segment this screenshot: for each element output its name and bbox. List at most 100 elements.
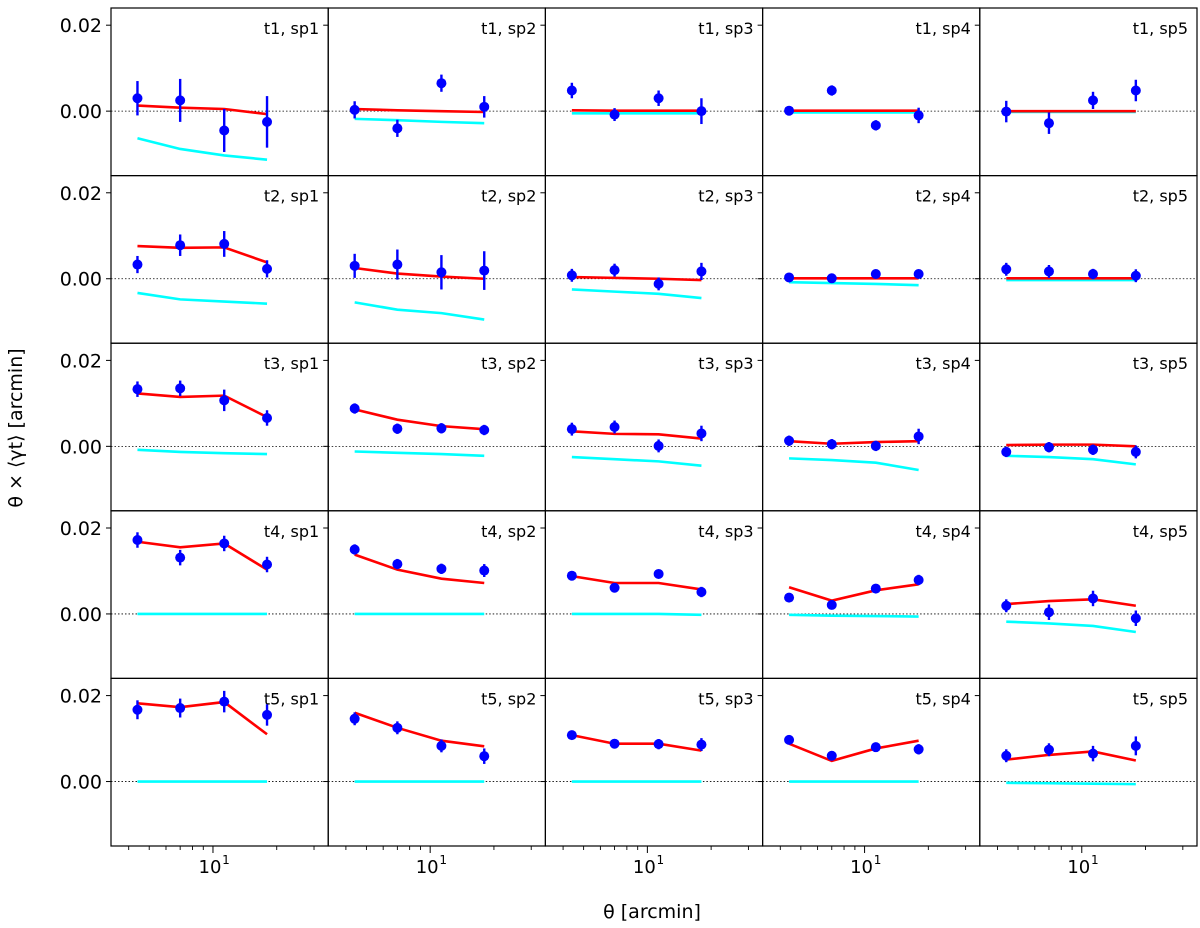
panel-label: t4, sp3 bbox=[698, 522, 753, 541]
y-tick-label: 0.00 bbox=[60, 436, 102, 458]
data-point bbox=[479, 265, 490, 276]
data-point bbox=[132, 384, 143, 395]
data-point bbox=[1001, 264, 1012, 275]
series-line-model bbox=[354, 711, 485, 748]
data-point bbox=[784, 105, 795, 116]
series-line-model bbox=[354, 553, 485, 585]
y-tick-label: 0.00 bbox=[60, 101, 102, 123]
data-point bbox=[219, 125, 230, 136]
data-point bbox=[349, 260, 360, 271]
panel-label: t2, sp4 bbox=[916, 187, 971, 206]
panel: t5, sp3 10 1 bbox=[540, 677, 764, 878]
data-point bbox=[826, 750, 837, 761]
series-line-other bbox=[1006, 620, 1137, 634]
panel-label: t5, sp4 bbox=[916, 689, 971, 708]
panel: t3, sp1 0.00 0.02 bbox=[60, 342, 329, 512]
data-point bbox=[566, 270, 577, 281]
panel: t2, sp2 bbox=[323, 175, 547, 344]
data-point bbox=[175, 95, 186, 106]
data-point bbox=[436, 740, 447, 751]
panel-label: t2, sp2 bbox=[481, 187, 536, 206]
data-point bbox=[262, 116, 273, 127]
series-line-model bbox=[1006, 598, 1137, 608]
panel-label: t2, sp1 bbox=[264, 187, 319, 206]
data-point bbox=[262, 559, 273, 570]
data-point bbox=[653, 278, 664, 289]
panel-label: t5, sp5 bbox=[1133, 689, 1188, 708]
data-point bbox=[1130, 446, 1141, 457]
panel-label: t1, sp5 bbox=[1133, 19, 1188, 38]
panel: t2, sp4 bbox=[757, 175, 981, 344]
y-tick-label: 0.02 bbox=[60, 15, 102, 37]
series-line-other bbox=[354, 301, 485, 321]
x-tick-label: 10 bbox=[633, 857, 656, 878]
data-point bbox=[392, 722, 403, 733]
y-tick-label: 0.02 bbox=[60, 350, 102, 372]
data-point bbox=[1043, 442, 1054, 453]
panel-label: t5, sp1 bbox=[264, 689, 319, 708]
panel: t3, sp5 bbox=[974, 342, 1198, 512]
series-line-other bbox=[1006, 454, 1136, 466]
panel-label: t4, sp2 bbox=[481, 522, 536, 541]
series-line-other bbox=[354, 117, 485, 125]
data-point bbox=[653, 739, 664, 750]
data-point bbox=[392, 259, 403, 270]
panel: t4, sp4 bbox=[757, 510, 981, 679]
series-line-model bbox=[1006, 443, 1136, 448]
data-point bbox=[913, 574, 924, 585]
series-line-other bbox=[137, 291, 268, 305]
data-point bbox=[1001, 106, 1012, 117]
data-point bbox=[784, 435, 795, 446]
series-line-other bbox=[789, 613, 919, 618]
panel: t4, sp2 bbox=[323, 510, 547, 679]
data-point bbox=[1001, 446, 1012, 457]
data-point bbox=[1043, 266, 1054, 277]
data-point bbox=[175, 240, 186, 251]
data-point bbox=[262, 709, 273, 720]
data-point bbox=[262, 412, 273, 423]
data-point bbox=[219, 238, 230, 249]
panel: t3, sp3 bbox=[540, 342, 764, 512]
series-line-model bbox=[571, 574, 702, 591]
data-point bbox=[696, 106, 707, 117]
data-point bbox=[913, 110, 924, 121]
panel-label: t1, sp1 bbox=[264, 19, 319, 38]
data-point bbox=[436, 563, 447, 574]
panel: t2, sp5 bbox=[974, 175, 1198, 344]
x-tick-label: 10 bbox=[199, 857, 222, 878]
panel-label: t2, sp3 bbox=[698, 187, 753, 206]
data-point bbox=[262, 263, 273, 274]
data-point bbox=[392, 423, 403, 434]
data-point bbox=[609, 109, 620, 120]
panel-label: t3, sp1 bbox=[264, 354, 319, 373]
panel-label: t1, sp4 bbox=[916, 19, 971, 38]
x-tick-label: 10 bbox=[850, 857, 873, 878]
y-tick-label: 0.00 bbox=[60, 772, 102, 794]
data-point bbox=[696, 739, 707, 750]
panel-label: t3, sp5 bbox=[1133, 354, 1188, 373]
data-point bbox=[609, 738, 620, 749]
panel-label: t4, sp5 bbox=[1133, 522, 1188, 541]
y-tick-label: 0.02 bbox=[60, 183, 102, 205]
series-line-other bbox=[789, 280, 919, 287]
series-line-model bbox=[788, 582, 919, 602]
data-point bbox=[479, 101, 490, 112]
series-line-other bbox=[571, 612, 702, 617]
panel: t3, sp2 bbox=[323, 342, 547, 512]
panel-label: t5, sp2 bbox=[481, 689, 536, 708]
series-line-model bbox=[354, 408, 485, 431]
panel: t5, sp1 0.00 0.02 10 1 bbox=[60, 677, 329, 878]
data-point bbox=[653, 568, 664, 579]
data-point bbox=[870, 440, 881, 451]
panel-label: t2, sp5 bbox=[1133, 187, 1188, 206]
x-tick-label: 10 bbox=[1067, 857, 1090, 878]
data-point bbox=[566, 424, 577, 435]
data-point bbox=[696, 266, 707, 277]
data-point bbox=[826, 273, 837, 284]
data-point bbox=[1088, 444, 1099, 455]
panel-label: t1, sp2 bbox=[481, 19, 536, 38]
series-line-model bbox=[354, 266, 485, 281]
data-point bbox=[175, 383, 186, 394]
data-point bbox=[219, 395, 230, 406]
